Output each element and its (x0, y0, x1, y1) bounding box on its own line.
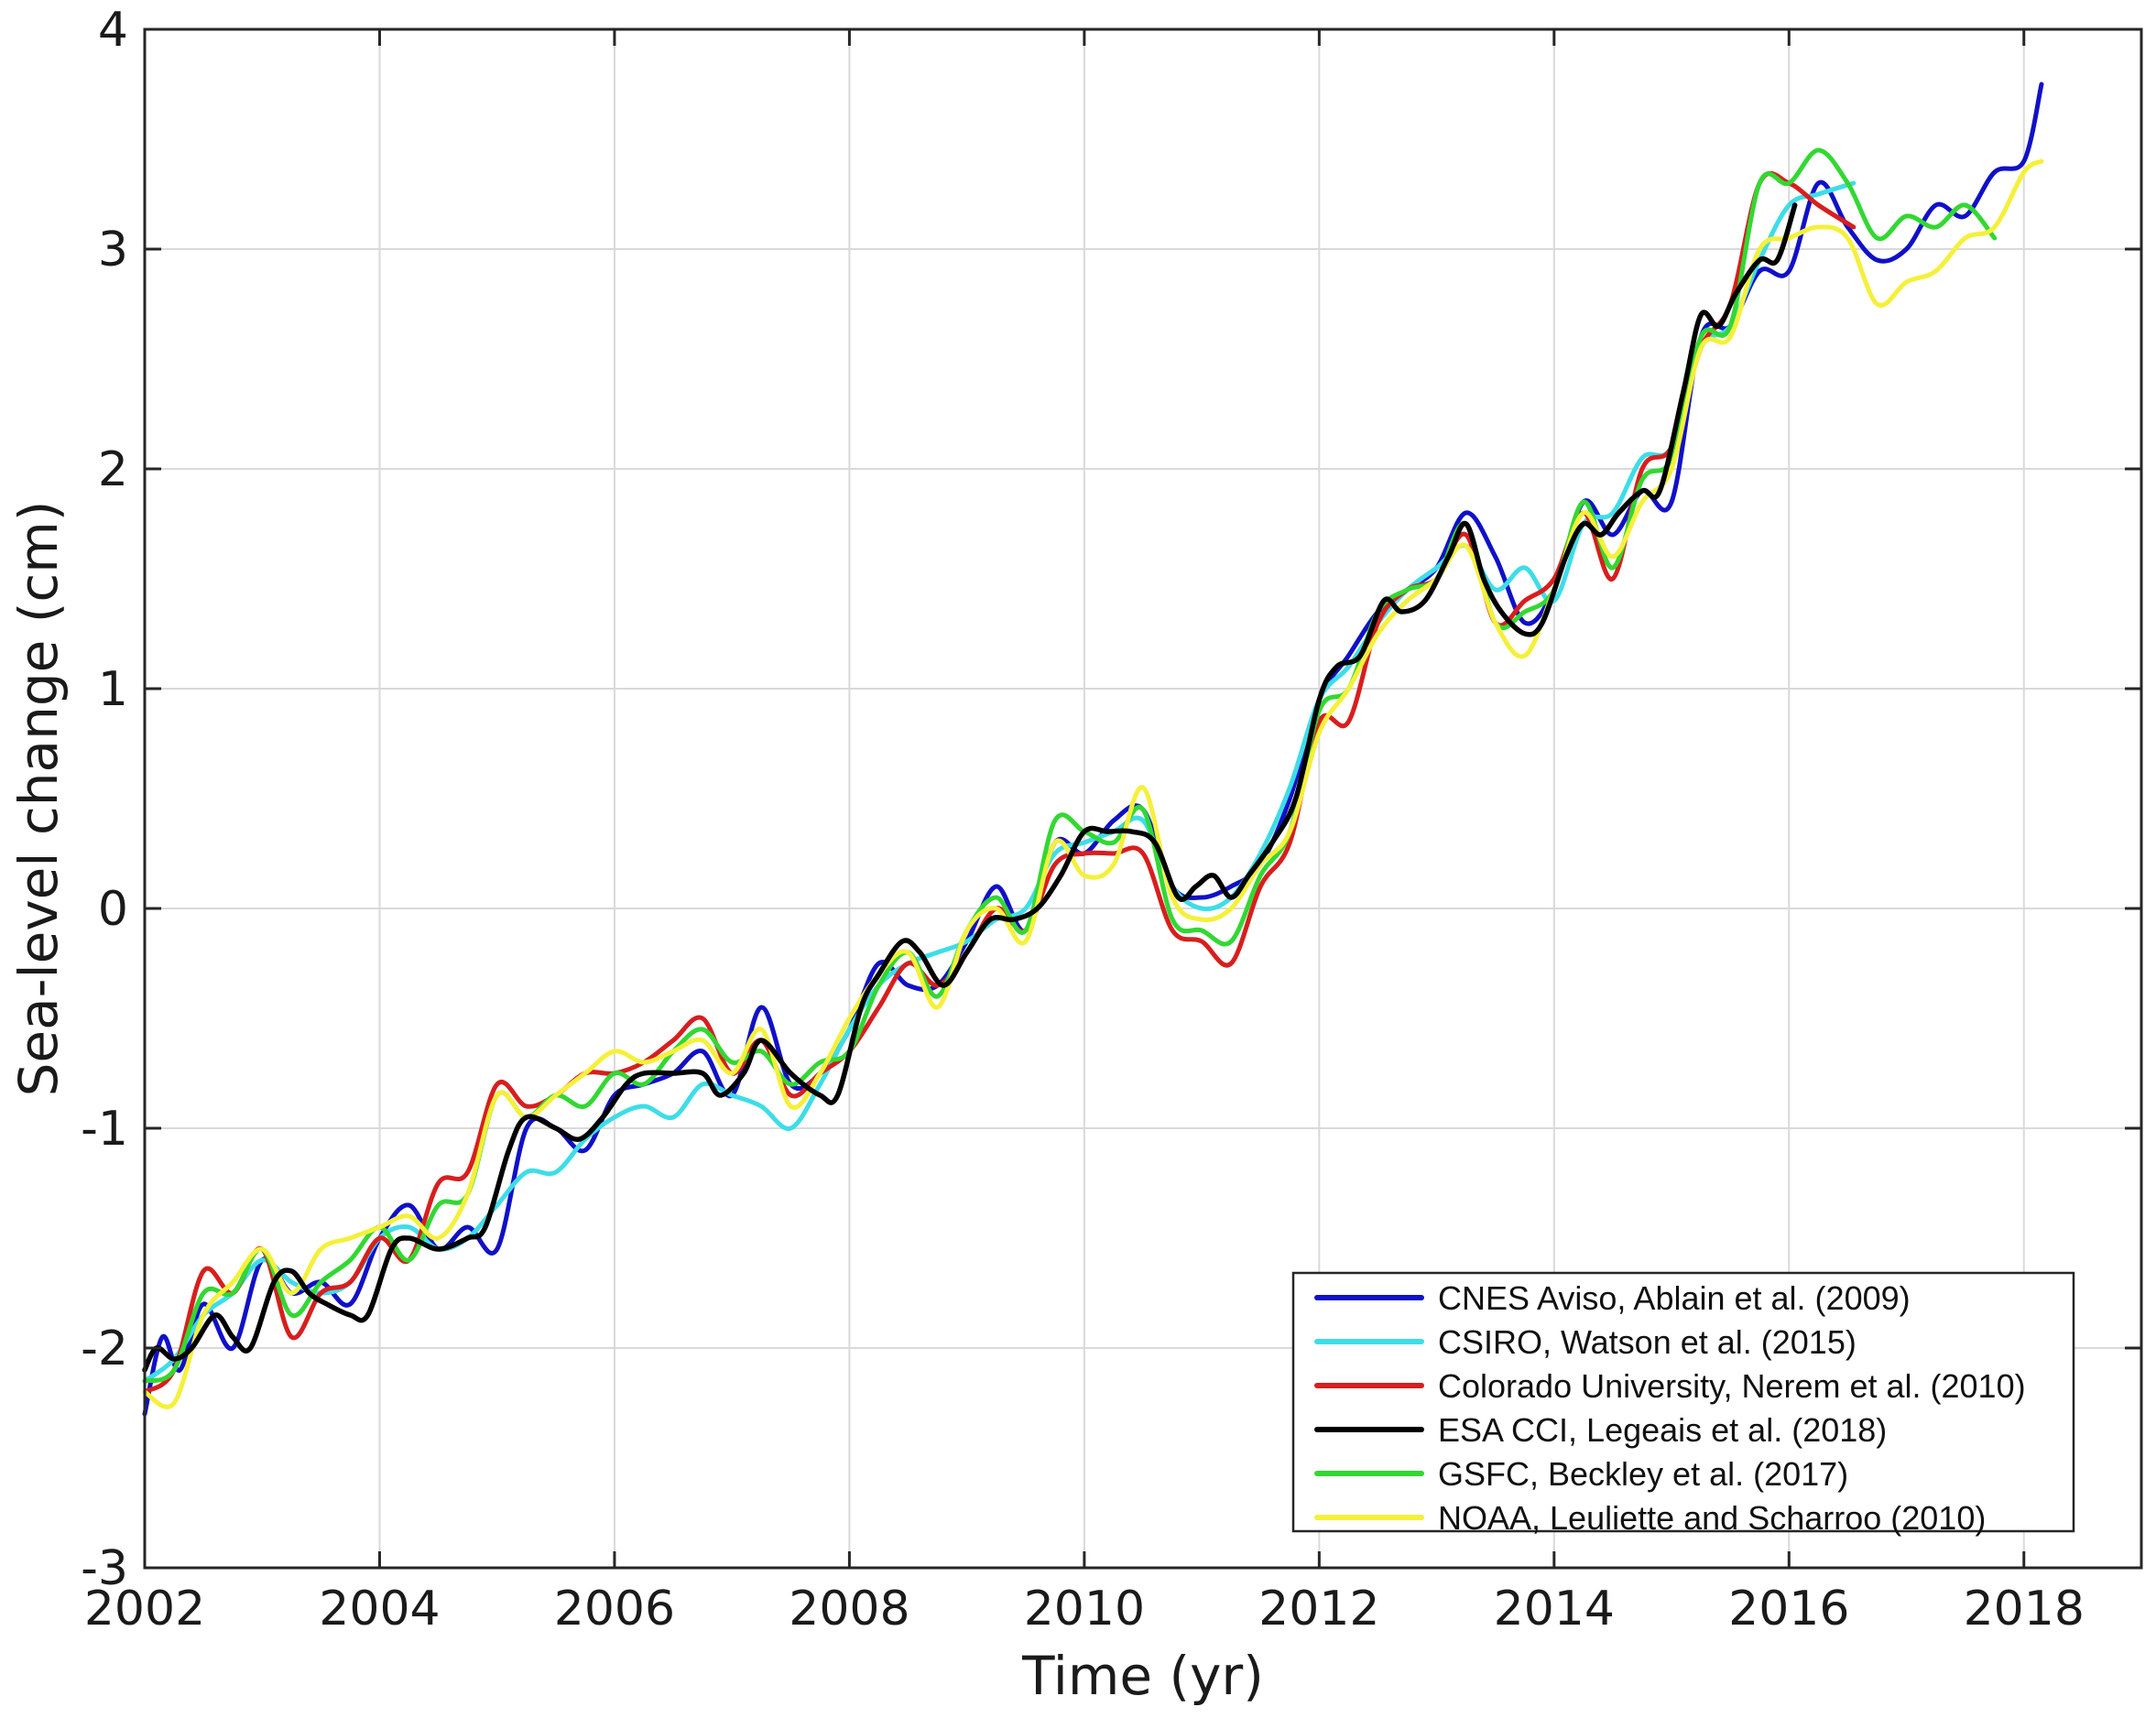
y-tick-label: -1 (81, 1102, 128, 1157)
y-tick-label: 3 (98, 223, 128, 277)
y-tick-label: -3 (81, 1541, 128, 1596)
series-line-6 (142, 158, 2044, 1409)
series-line-2 (142, 180, 1857, 1384)
y-tick-label: 0 (98, 882, 128, 937)
legend-entry-label: CNES Aviso, Ablain et al. (2009) (1438, 1279, 1911, 1317)
x-tick-label: 2012 (1258, 1582, 1379, 1636)
x-tick-label: 2002 (84, 1582, 205, 1636)
series-line-4 (142, 202, 1798, 1373)
x-tick-label: 2010 (1024, 1582, 1145, 1636)
y-tick-label: 2 (98, 442, 128, 497)
legend-entry-label: GSFC, Beckley et al. (2017) (1438, 1455, 1848, 1493)
axis-ticks: 2002 2004 2006 2008 2010 2012 2014 2016 2018-3-2… (81, 3, 2141, 1636)
x-tick-label: 2016 (1728, 1582, 1849, 1636)
legend-entry-label: CSIRO, Watson et al. (2015) (1438, 1323, 1857, 1361)
x-tick-label: 2006 (554, 1582, 675, 1636)
series-line-1 (142, 82, 2044, 1417)
legend-entry-label: NOAA, Leuliette and Scharroo (2010) (1438, 1499, 1986, 1537)
x-tick-label: 2004 (319, 1582, 440, 1636)
y-tick-label: 1 (98, 662, 128, 717)
series-layer (142, 82, 2044, 1417)
plot-frame (143, 27, 2143, 1570)
x-axis-label: Time (yr) (1021, 1645, 1264, 1707)
x-tick-label: 2008 (789, 1582, 909, 1636)
legend-entry-label: ESA CCI, Legeais et al. (2018) (1438, 1411, 1887, 1449)
y-tick-label: -2 (81, 1321, 128, 1376)
legend: CNES Aviso, Ablain et al. (2009) CSIRO, W… (1291, 1271, 2075, 1537)
series-line-5 (142, 147, 1998, 1384)
y-tick-label: 4 (98, 3, 128, 58)
y-axis-label: Sea-level change (cm) (7, 501, 70, 1097)
x-tick-label: 2018 (1964, 1582, 2085, 1636)
x-tick-label: 2014 (1494, 1582, 1615, 1636)
legend-box (1291, 1271, 2075, 1533)
legend-entry-label: Colorado University, Nerem et al. (2010) (1438, 1367, 2026, 1405)
